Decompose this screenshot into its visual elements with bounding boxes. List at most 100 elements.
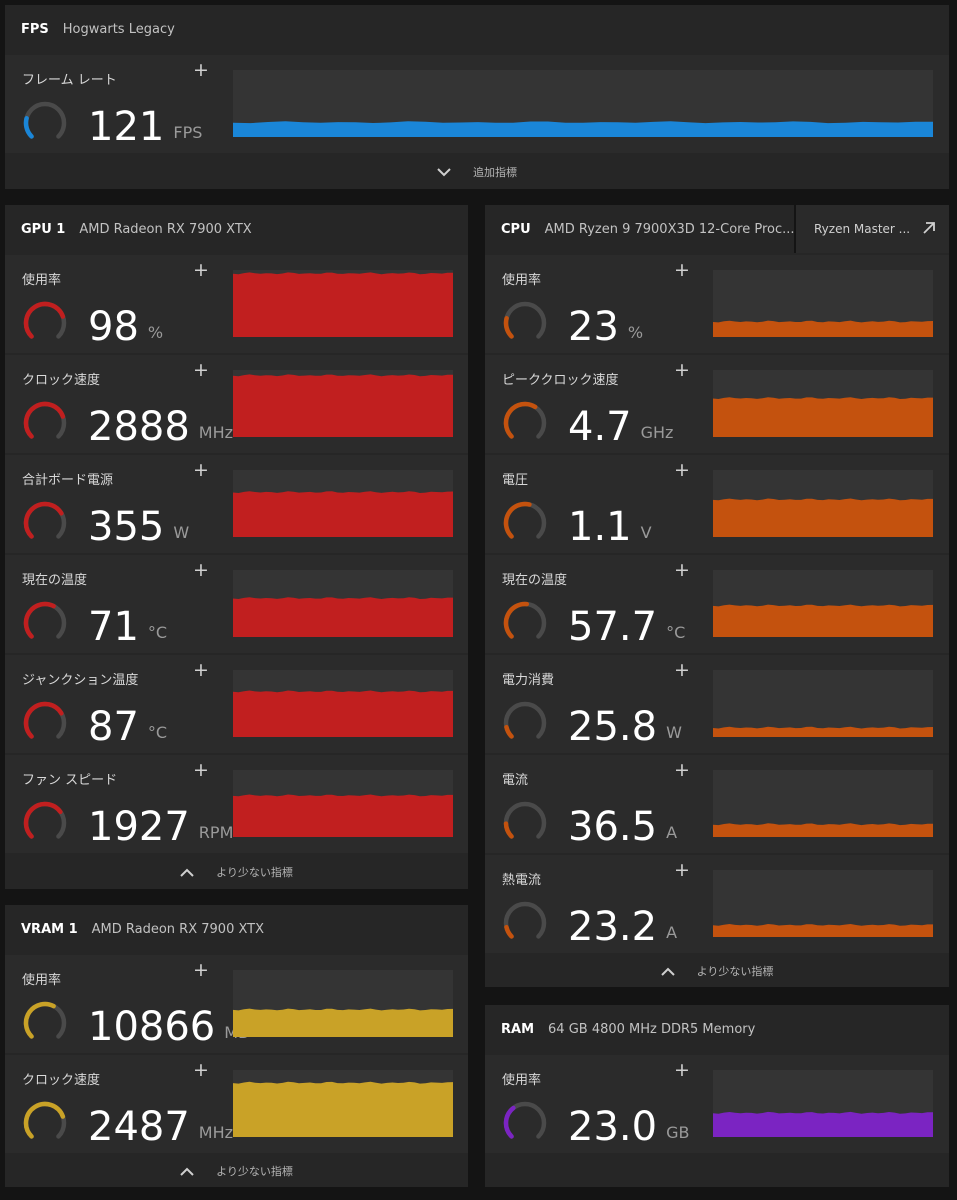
metric-graph (233, 970, 453, 1037)
graph-fill (233, 272, 453, 337)
gauge-icon (23, 101, 67, 139)
fps-header: FPS Hogwarts Legacy (5, 5, 949, 53)
add-metric-icon[interactable]: + (674, 459, 690, 481)
gauge-track (23, 101, 67, 139)
gauge-fill (503, 316, 514, 339)
add-metric-icon[interactable]: + (193, 559, 209, 581)
fewer-metrics-button[interactable]: より少ない指標 (485, 955, 949, 987)
gauge-icon (503, 401, 547, 439)
graph-fill (233, 1081, 453, 1137)
metric-label: ピーククロック速度 (502, 373, 619, 388)
add-metric-icon[interactable]: + (193, 1059, 209, 1081)
graph-area (713, 498, 933, 537)
fps-game-name: Hogwarts Legacy (62, 21, 175, 37)
metric-graph (233, 70, 933, 137)
gauge-fill (23, 116, 34, 139)
gauge-icon (23, 701, 67, 739)
graph-fill (713, 604, 933, 637)
external-link-icon (923, 222, 935, 234)
add-metric-icon[interactable]: + (674, 1059, 690, 1081)
metric-value: 2487 MHz (88, 1104, 234, 1150)
metric-value: 1927 RPM (88, 804, 234, 850)
add-metric-icon[interactable]: + (193, 459, 209, 481)
metric-graph (233, 470, 453, 537)
ram-header: RAM 64 GB 4800 MHz DDR5 Memory (485, 1005, 949, 1053)
graph-fill (713, 397, 933, 437)
metric-unit: MHz (198, 1123, 234, 1142)
metric-label: ファン スピード (22, 773, 118, 788)
metric-graph (713, 270, 933, 337)
gpu-model: AMD Radeon RX 7900 XTX (79, 221, 252, 237)
metric-unit: % (627, 323, 644, 342)
vram-clock-metric: クロック速度 + 2487 MHz (5, 1055, 468, 1153)
metric-graph (713, 770, 933, 837)
add-metric-icon[interactable]: + (674, 759, 690, 781)
gauge-icon (503, 501, 547, 539)
gauge-icon (503, 1101, 547, 1139)
metric-graph (713, 670, 933, 737)
vram-usage-metric: 使用率 + 10866MB (5, 955, 468, 1053)
gauge-track (503, 801, 547, 839)
gpu-panel: GPU 1 AMD Radeon RX 7900 XTX 使用率 + 98% ク… (5, 205, 468, 889)
fps-panel: FPS Hogwarts Legacy フレーム レート + 121 FPS 追加… (5, 5, 949, 189)
gauge-fill (504, 924, 514, 939)
add-metric-icon[interactable]: + (193, 259, 209, 281)
gauge-fill (503, 821, 514, 839)
graph-area (233, 272, 453, 337)
cpu-title: CPU (501, 221, 531, 237)
cpu-model: AMD Ryzen 9 7900X3D 12-Core Proc... (544, 221, 795, 237)
fps-metric: フレーム レート + 121 FPS (5, 55, 949, 153)
gpu-title: GPU 1 (21, 221, 66, 237)
graph-area (233, 121, 933, 137)
add-metric-icon[interactable]: + (193, 659, 209, 681)
gauge-fill (503, 501, 532, 539)
add-metric-icon[interactable]: + (674, 659, 690, 681)
metric-value: 25.8 W (568, 704, 682, 750)
add-metric-icon[interactable]: + (193, 59, 209, 81)
metric-unit: W (173, 523, 190, 542)
graph-area (233, 597, 453, 637)
metric-value: 355 W (88, 504, 190, 550)
metric-label: 現在の温度 (22, 573, 88, 588)
metric-unit: A (666, 823, 678, 842)
ram-panel: RAM 64 GB 4800 MHz DDR5 Memory 使用率 + 23.… (485, 1005, 949, 1187)
metric-unit: °C (147, 723, 168, 742)
graph-fill (713, 320, 933, 337)
graph-area (713, 823, 933, 837)
add-metric-icon[interactable]: + (674, 859, 690, 881)
ram-model: 64 GB 4800 MHz DDR5 Memory (548, 1021, 756, 1037)
gauge-fill (23, 601, 56, 639)
graph-fill (713, 924, 933, 937)
cpu-panel: CPU AMD Ryzen 9 7900X3D 12-Core Proc... … (485, 205, 949, 987)
fewer-metrics-label: より少ない指標 (216, 866, 293, 879)
fewer-metrics-button[interactable]: より少ない指標 (5, 1155, 468, 1187)
add-metric-icon[interactable]: + (193, 359, 209, 381)
graph-fill (713, 726, 933, 737)
metric-value: 10866MB (88, 1007, 249, 1053)
fewer-metrics-button[interactable]: より少ない指標 (5, 855, 468, 889)
metric-value: 23% (568, 304, 644, 350)
metric-label: 合計ボード電源 (22, 473, 114, 488)
graph-fill (233, 794, 453, 837)
add-metric-icon[interactable]: + (193, 959, 209, 981)
graph-area (713, 397, 933, 437)
fps-title: FPS (21, 21, 49, 37)
cpu-power-metric: 電力消費 + 25.8 W (485, 655, 949, 753)
gauge-fill (23, 701, 64, 739)
gauge-fill (503, 601, 530, 639)
ryzen-master-button[interactable]: Ryzen Master ... (794, 205, 949, 253)
add-metric-icon[interactable]: + (674, 559, 690, 581)
metric-label: 電力消費 (502, 673, 555, 688)
add-metric-icon[interactable]: + (674, 359, 690, 381)
metric-label: 現在の温度 (502, 573, 568, 588)
graph-area (233, 1008, 453, 1037)
metric-graph (233, 370, 453, 437)
add-metric-icon[interactable]: + (193, 759, 209, 781)
metric-graph (713, 370, 933, 437)
ram-usage-metric: 使用率 + 23.0 GB (485, 1055, 949, 1153)
metric-graph (233, 270, 453, 337)
gpu-temp-metric: 現在の温度 + 71 °C (5, 555, 468, 653)
add-metric-icon[interactable]: + (674, 259, 690, 281)
more-metrics-button[interactable]: 追加指標 (5, 155, 949, 189)
gauge-icon (23, 1101, 67, 1139)
